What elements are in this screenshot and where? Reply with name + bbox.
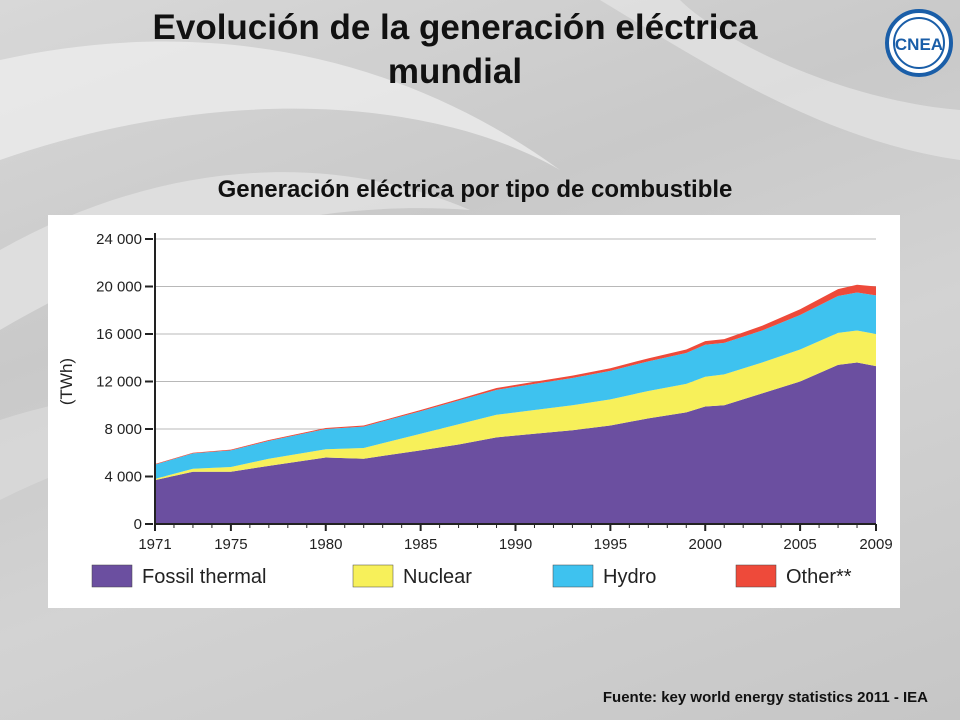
x-tick-label: 1995 bbox=[594, 536, 627, 553]
area-fossil-thermal bbox=[155, 362, 876, 524]
slide-title: Evolución de la generación eléctrica mun… bbox=[60, 6, 850, 94]
y-tick-label: 12 000 bbox=[96, 374, 142, 391]
slide-title-line1: Evolución de la generación eléctrica bbox=[152, 8, 758, 47]
y-tick-label: 4 000 bbox=[104, 469, 142, 486]
x-tick-label: 1971 bbox=[138, 536, 171, 553]
cnea-logo: CNEA bbox=[885, 9, 953, 77]
y-tick-label: 20 000 bbox=[96, 279, 142, 296]
legend-swatch bbox=[552, 564, 594, 588]
x-tick-label: 1975 bbox=[214, 536, 247, 553]
x-tick-label: 1985 bbox=[404, 536, 437, 553]
y-tick-label: 8 000 bbox=[104, 421, 142, 438]
y-tick-label: 24 000 bbox=[96, 231, 142, 248]
slide-title-line2: mundial bbox=[387, 52, 523, 91]
y-tick-label: 0 bbox=[134, 516, 142, 533]
y-axis-label: (TWh) bbox=[57, 358, 76, 405]
area-layer bbox=[155, 284, 876, 524]
legend-label: Fossil thermal bbox=[142, 566, 266, 588]
logo-text: CNEA bbox=[895, 35, 943, 54]
chart-subtitle: Generación eléctrica por tipo de combust… bbox=[217, 176, 733, 203]
legend-swatch bbox=[352, 564, 394, 588]
x-tick-label: 1980 bbox=[309, 536, 342, 553]
x-tick-label: 1990 bbox=[499, 536, 532, 553]
x-tick-label: 2005 bbox=[783, 536, 816, 553]
legend-label: Nuclear bbox=[403, 566, 472, 588]
x-tick-label: 2000 bbox=[689, 536, 722, 553]
axis-layer: 0 4 000 8 000 12 000 16 000 20 000 24 000 1971 1… bbox=[57, 231, 893, 553]
source-note: Fuente: key world energy statistics 2011… bbox=[602, 689, 928, 706]
legend-label: Hydro bbox=[603, 566, 656, 588]
legend-label: Other** bbox=[786, 566, 852, 588]
x-tick-label: 2009 bbox=[859, 536, 892, 553]
legend-swatch bbox=[735, 564, 777, 588]
legend-layer: Fossil thermal Nuclear Hydro Other** bbox=[91, 564, 852, 588]
area-hydro bbox=[155, 292, 876, 479]
y-tick-label: 16 000 bbox=[96, 326, 142, 343]
stacked-area-chart: 0 4 000 8 000 12 000 16 000 20 000 24 000 1971 1… bbox=[57, 231, 893, 588]
legend-swatch bbox=[91, 564, 133, 588]
chart-panel: 0 4 000 8 000 12 000 16 000 20 000 24 000 1971 1… bbox=[48, 215, 900, 608]
